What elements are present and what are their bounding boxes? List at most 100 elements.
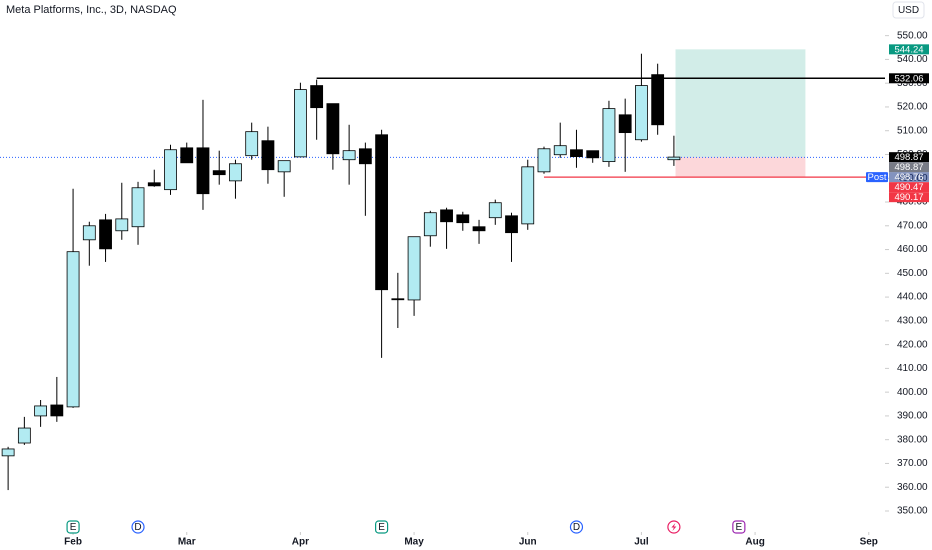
event-icon [671, 523, 677, 531]
y-tick-label: 470.00 [897, 220, 928, 231]
candle-body [294, 89, 307, 158]
candle-body [635, 85, 648, 141]
candle-body [326, 103, 340, 155]
candle-body [17, 427, 31, 444]
y-tick-label: 530.00 [897, 78, 928, 89]
price-label-box [889, 73, 929, 84]
price-tag: Post [867, 172, 886, 183]
y-tick-label: 390.00 [897, 411, 928, 422]
y-tick-label: 540.00 [897, 54, 928, 65]
x-tick-label: Sep [860, 537, 878, 548]
y-tick-label: 430.00 [897, 315, 928, 326]
x-tick-label: Apr [292, 537, 309, 548]
candle-body [553, 145, 567, 156]
y-tick-label: 400.00 [897, 387, 928, 398]
candle-body [407, 236, 421, 301]
price-label: 490.47 [894, 182, 923, 193]
candle-body [375, 134, 389, 291]
price-label: 498.87 [894, 152, 923, 163]
candle-body [521, 166, 535, 225]
candle-body [180, 147, 194, 164]
event-marker [375, 520, 389, 534]
y-tick-label: 420.00 [897, 339, 928, 350]
event-label: E [378, 522, 385, 533]
candle-body [66, 251, 80, 408]
price-label-box [889, 172, 929, 183]
candle-body [667, 156, 681, 161]
candle-body [1, 448, 15, 457]
candle-body [537, 148, 551, 173]
y-tick-label: 520.00 [897, 102, 928, 113]
candle-body [82, 225, 96, 241]
x-tick-label: May [404, 537, 424, 548]
candle-body [115, 218, 129, 232]
currency[interactable]: USD [898, 5, 919, 16]
candle-body [147, 182, 161, 187]
y-tick-label: 370.00 [897, 458, 928, 469]
x-tick-label: Jul [634, 537, 649, 548]
event-marker [569, 520, 584, 534]
candle-body [212, 170, 226, 176]
price-label: 532.06 [894, 73, 923, 84]
candle-body [440, 209, 453, 223]
event-label: E [736, 522, 743, 533]
candle-body [310, 85, 324, 109]
event-marker [732, 520, 746, 534]
candle-body [570, 149, 583, 158]
candle-body [34, 405, 47, 417]
event-marker [131, 520, 145, 534]
candle-body [196, 147, 210, 195]
price-tag-box [866, 172, 888, 183]
event-label: D [134, 522, 141, 533]
y-tick-label: 360.00 [897, 482, 928, 493]
candle-body [456, 214, 470, 224]
candle-body [505, 215, 518, 234]
x-tick-label: Jun [519, 537, 537, 548]
price-label: 490.17 [894, 192, 923, 203]
candle-body [651, 74, 665, 126]
chart-title: Meta Platforms, Inc., 3D, NASDAQ [6, 4, 177, 16]
candle-body [99, 219, 112, 250]
x-tick-label: Feb [64, 537, 82, 548]
y-tick-label: 460.00 [897, 244, 928, 255]
price-label-box [889, 152, 929, 163]
plot: 350.00 360.00 370.00 380.00 390.00 400.00 410.… [0, 30, 929, 548]
profit-zone [675, 49, 806, 158]
y-tick-label: 380.00 [897, 434, 928, 445]
candle-body [229, 163, 242, 182]
candle-body [391, 298, 405, 301]
price-label: 544.24 [894, 44, 923, 55]
price-label: 498.76 [894, 172, 923, 183]
candle-body [277, 160, 291, 173]
currency-button[interactable] [892, 1, 925, 19]
price-label: 498.87 [894, 162, 923, 173]
candle-body [488, 202, 502, 219]
y-tick-label: 410.00 [897, 363, 928, 374]
candle-body [342, 150, 356, 161]
price-label-box [889, 44, 929, 55]
candle-body [131, 187, 145, 228]
candle-body [602, 108, 616, 163]
candle-body [472, 226, 486, 232]
y-tick-label: 440.00 [897, 292, 928, 303]
candle-body [618, 114, 632, 134]
candle-body [50, 404, 64, 417]
event-marker [66, 520, 80, 534]
event-label: D [573, 522, 580, 533]
y-tick-label: 450.00 [897, 268, 928, 279]
price-label-box [889, 182, 929, 193]
x-tick-label: Aug [745, 537, 764, 548]
candle-body [423, 212, 437, 237]
y-tick-label: 510.00 [897, 125, 928, 136]
candle-body [358, 148, 372, 165]
candle-body [245, 131, 259, 157]
price-label-box [889, 162, 929, 173]
x-tick-label: Mar [178, 537, 196, 548]
y-tick-label: 550.00 [897, 30, 928, 41]
candle-body [586, 150, 600, 159]
price-label-box [889, 192, 929, 203]
candle-body [164, 149, 177, 191]
loss-zone [675, 157, 806, 178]
candle-body [261, 140, 275, 171]
